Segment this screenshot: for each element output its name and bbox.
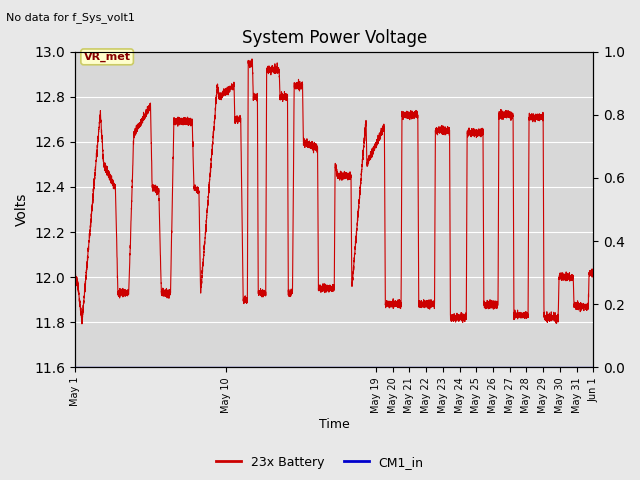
Y-axis label: Volts: Volts [15, 193, 29, 226]
Title: System Power Voltage: System Power Voltage [242, 29, 427, 48]
Text: No data for f_Sys_volt1: No data for f_Sys_volt1 [6, 12, 135, 23]
X-axis label: Time: Time [319, 419, 349, 432]
Text: VR_met: VR_met [84, 52, 131, 62]
Legend: 23x Battery, CM1_in: 23x Battery, CM1_in [211, 451, 429, 474]
